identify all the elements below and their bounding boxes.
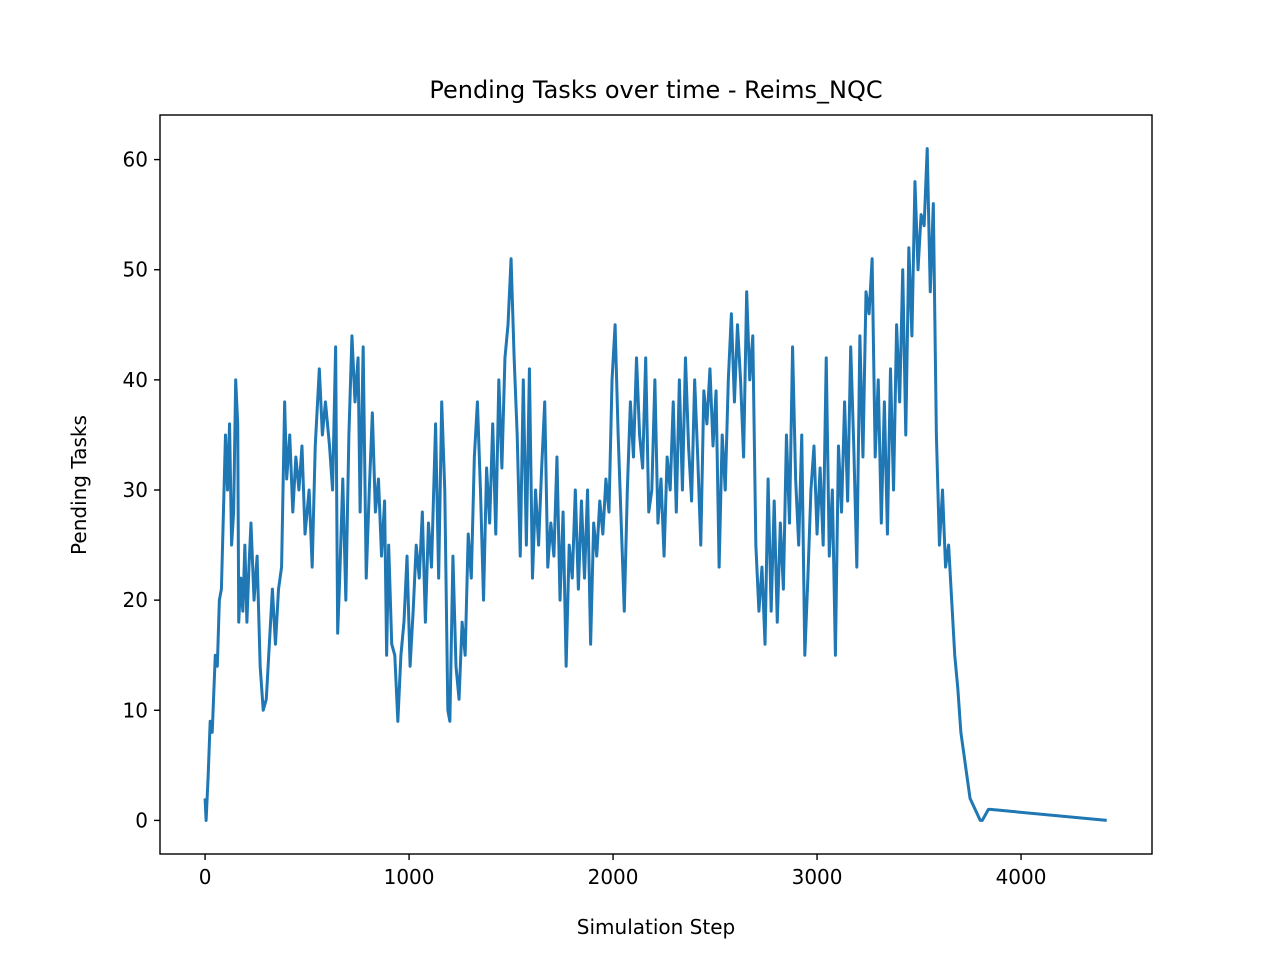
y-tick-label: 0 [135,808,148,832]
x-tick-label: 3000 [792,865,843,889]
y-tick-label: 60 [123,148,148,172]
x-tick-label: 4000 [996,865,1047,889]
y-tick-label: 50 [123,258,148,282]
y-tick-label: 10 [123,698,148,722]
data-line [203,147,1107,822]
plot-frame [159,114,1153,855]
x-tick-label: 2000 [588,865,639,889]
x-tick-label: 1000 [384,865,435,889]
y-tick-label: 30 [123,478,148,502]
chart-title: Pending Tasks over time - Reims_NQC [429,76,882,104]
y-tick-label: 20 [123,588,148,612]
y-tick-label: 40 [123,368,148,392]
x-tick-label: 0 [199,865,212,889]
x-axis-label: Simulation Step [577,915,735,939]
y-axis-label: Pending Tasks [67,415,91,555]
